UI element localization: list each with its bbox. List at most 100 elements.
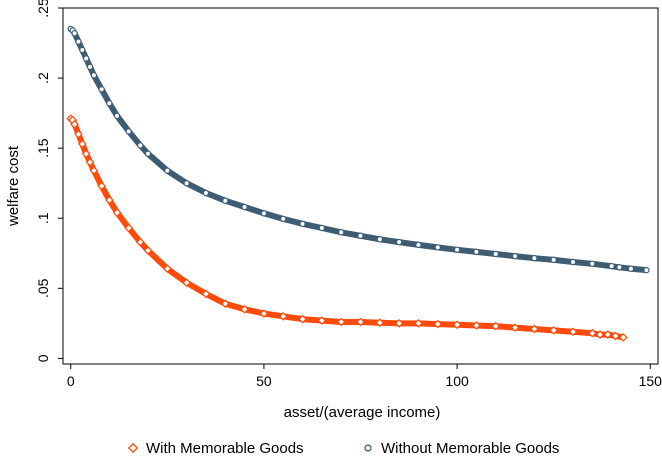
x-tick-label: 150	[639, 373, 662, 389]
y-tick-label: .1	[35, 212, 51, 224]
data-point	[164, 167, 171, 174]
data-point	[376, 236, 384, 243]
data-point	[627, 265, 635, 272]
data-point	[143, 246, 153, 255]
data-point	[86, 63, 94, 71]
legend: With Memorable Goods Without Memorable G…	[127, 440, 559, 457]
data-point	[395, 238, 403, 246]
data-point	[98, 86, 105, 93]
data-point	[356, 317, 365, 327]
data-point	[106, 100, 113, 107]
data-point	[85, 157, 95, 167]
y-tick-label: .05	[35, 278, 51, 298]
data-point	[603, 330, 613, 339]
data-point	[453, 246, 461, 253]
data-point	[414, 319, 423, 328]
data-point	[112, 208, 122, 217]
data-point	[97, 181, 106, 191]
data-point	[259, 309, 269, 318]
data-point	[74, 129, 83, 139]
data-point	[434, 244, 441, 251]
data-point	[183, 179, 190, 187]
data-point	[79, 46, 86, 54]
data-point	[531, 254, 538, 262]
data-point	[90, 72, 98, 79]
y-tick-label: .15	[35, 138, 51, 158]
data-point	[415, 241, 422, 249]
data-point	[492, 250, 499, 258]
data-point	[491, 321, 501, 331]
data-point	[337, 229, 345, 236]
x-axis: 0 50 100 150	[67, 364, 662, 389]
legend-marker-with-memorable-goods	[127, 442, 139, 454]
data-point	[608, 262, 615, 270]
plot-frame	[62, 7, 659, 365]
data-point	[144, 150, 152, 157]
data-point	[201, 289, 211, 299]
data-point	[75, 38, 82, 45]
legend-label-without-memorable-goods: Without Memorable Goods	[381, 440, 559, 457]
data-point	[473, 248, 480, 256]
series-layer	[66, 25, 650, 342]
data-point	[241, 203, 248, 211]
y-tick-label: 0	[35, 354, 51, 362]
data-point	[105, 195, 114, 205]
data-point	[595, 330, 605, 339]
data-point	[222, 197, 229, 204]
data-point	[280, 215, 287, 223]
data-point	[550, 256, 557, 264]
data-point	[616, 264, 623, 271]
data-point	[82, 55, 90, 62]
data-point	[162, 264, 172, 274]
data-point	[278, 311, 288, 321]
y-tick-label: .2	[35, 72, 51, 84]
data-point	[375, 318, 385, 328]
data-point	[298, 314, 307, 324]
data-point	[124, 223, 134, 233]
x-tick-label: 0	[67, 373, 75, 389]
data-point	[433, 319, 443, 329]
data-point	[113, 112, 121, 120]
data-point	[260, 210, 268, 217]
data-point	[89, 166, 99, 175]
data-point	[611, 331, 620, 341]
data-point	[394, 319, 404, 328]
data-point	[318, 224, 326, 232]
data-point	[220, 299, 230, 309]
data-point	[81, 149, 91, 159]
x-axis-title: asset/(average income)	[284, 404, 441, 421]
y-axis: 0 .05 .1 .15 .2 .25	[35, 0, 63, 362]
data-point	[125, 128, 132, 135]
data-point	[182, 278, 191, 288]
x-tick-label: 50	[256, 373, 272, 389]
data-point	[530, 324, 539, 334]
data-point	[317, 316, 327, 325]
data-point	[137, 142, 144, 149]
data-point	[202, 189, 210, 197]
data-point	[589, 260, 596, 267]
series-with-memorable-goods	[66, 114, 628, 342]
data-point	[569, 258, 577, 266]
data-point	[70, 119, 79, 129]
data-point	[511, 252, 519, 260]
data-point	[299, 220, 306, 228]
data-point	[568, 327, 578, 337]
data-point	[336, 317, 346, 327]
x-tick-label: 100	[445, 373, 469, 389]
data-point	[77, 139, 87, 149]
data-point	[618, 333, 628, 342]
data-point	[472, 321, 481, 330]
y-axis-title: welfare cost	[5, 145, 22, 227]
legend-marker-without-memorable-goods	[364, 444, 372, 452]
data-point	[587, 328, 597, 338]
data-point	[240, 304, 249, 314]
series-without-memorable-goods	[67, 25, 650, 274]
y-tick-label: .25	[35, 0, 51, 18]
data-point	[135, 237, 145, 247]
legend-label-with-memorable-goods: With Memorable Goods	[146, 440, 304, 457]
data-point	[643, 266, 650, 274]
data-point	[452, 320, 462, 330]
data-point	[71, 30, 78, 37]
data-point	[510, 323, 520, 332]
